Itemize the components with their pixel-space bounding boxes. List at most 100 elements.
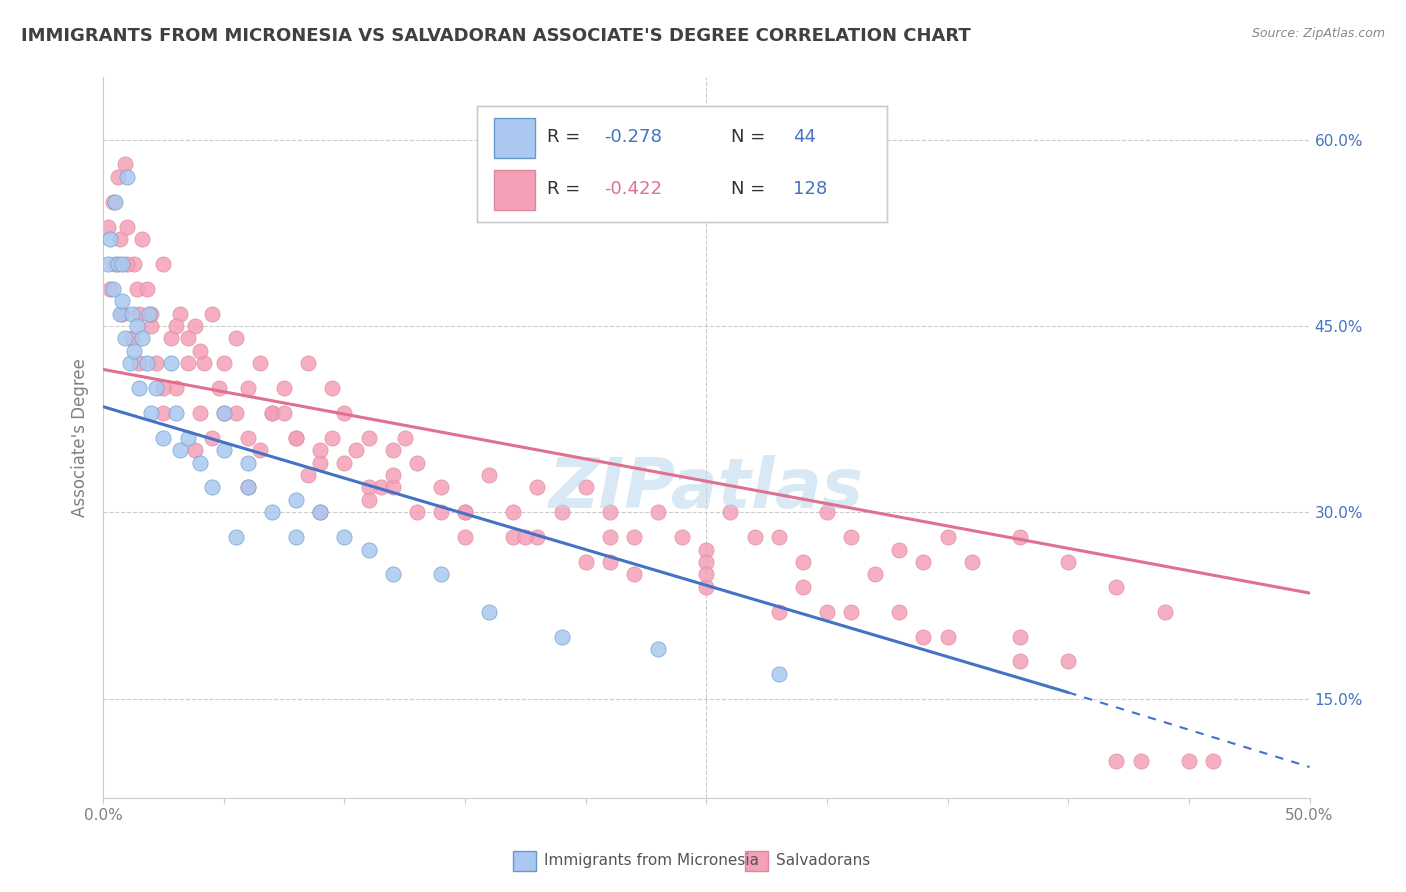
- Point: [141, 318, 163, 333]
- Point: [97, 257, 120, 271]
- Point: [165, 381, 187, 395]
- Point: [111, 306, 134, 320]
- Point: [188, 456, 211, 470]
- Point: [260, 406, 283, 420]
- Point: [1008, 630, 1031, 644]
- Point: [225, 331, 247, 345]
- Point: [1153, 605, 1175, 619]
- Point: [208, 381, 231, 395]
- Point: [575, 555, 598, 569]
- Point: [912, 630, 935, 644]
- Point: [357, 542, 380, 557]
- Point: [321, 381, 343, 395]
- Point: [121, 306, 143, 320]
- Point: [912, 555, 935, 569]
- Point: [201, 431, 224, 445]
- Point: [125, 318, 148, 333]
- Point: [720, 505, 742, 519]
- Point: [176, 331, 198, 345]
- Point: [333, 456, 356, 470]
- Point: [138, 306, 160, 320]
- Point: [152, 381, 174, 395]
- Point: [159, 331, 181, 345]
- Point: [188, 343, 211, 358]
- Point: [405, 505, 427, 519]
- Text: Source: ZipAtlas.com: Source: ZipAtlas.com: [1251, 27, 1385, 40]
- Point: [1178, 754, 1201, 768]
- Point: [285, 492, 308, 507]
- Point: [695, 542, 717, 557]
- Point: [695, 555, 717, 569]
- Point: [249, 356, 271, 370]
- Text: Salvadorans: Salvadorans: [776, 854, 870, 868]
- Point: [249, 443, 271, 458]
- Point: [309, 443, 332, 458]
- Point: [128, 381, 150, 395]
- Point: [526, 530, 548, 544]
- Point: [141, 306, 163, 320]
- Point: [285, 530, 308, 544]
- Point: [117, 169, 139, 184]
- Point: [107, 169, 129, 184]
- Point: [575, 480, 598, 494]
- Point: [124, 257, 146, 271]
- Point: [117, 257, 139, 271]
- Point: [165, 318, 187, 333]
- Point: [131, 232, 153, 246]
- Point: [309, 505, 332, 519]
- Point: [502, 530, 524, 544]
- Point: [550, 630, 572, 644]
- Text: ZIPatlas: ZIPatlas: [548, 455, 863, 522]
- Point: [430, 567, 453, 582]
- Point: [357, 431, 380, 445]
- Point: [212, 443, 235, 458]
- Point: [297, 356, 319, 370]
- Point: [599, 530, 621, 544]
- Point: [394, 431, 416, 445]
- Point: [346, 443, 368, 458]
- Point: [97, 219, 120, 234]
- Point: [792, 580, 814, 594]
- Point: [381, 443, 404, 458]
- Point: [695, 567, 717, 582]
- Point: [176, 431, 198, 445]
- Point: [526, 480, 548, 494]
- Point: [193, 356, 215, 370]
- Point: [815, 605, 838, 619]
- Point: [201, 306, 224, 320]
- Point: [145, 381, 167, 395]
- Point: [889, 542, 911, 557]
- Point: [165, 406, 187, 420]
- Point: [273, 406, 295, 420]
- Point: [936, 630, 959, 644]
- Point: [768, 530, 790, 544]
- Y-axis label: Associate's Degree: Associate's Degree: [72, 359, 89, 517]
- Point: [236, 480, 259, 494]
- Point: [381, 567, 404, 582]
- Point: [135, 282, 157, 296]
- Point: [236, 431, 259, 445]
- Point: [381, 480, 404, 494]
- Point: [321, 431, 343, 445]
- Point: [370, 480, 392, 494]
- Point: [212, 406, 235, 420]
- Point: [107, 257, 129, 271]
- Point: [101, 282, 124, 296]
- Point: [863, 567, 886, 582]
- Point: [141, 406, 163, 420]
- Point: [297, 468, 319, 483]
- Text: IMMIGRANTS FROM MICRONESIA VS SALVADORAN ASSOCIATE'S DEGREE CORRELATION CHART: IMMIGRANTS FROM MICRONESIA VS SALVADORAN…: [21, 27, 970, 45]
- Point: [169, 443, 191, 458]
- Point: [108, 232, 131, 246]
- Point: [671, 530, 693, 544]
- Point: [1202, 754, 1225, 768]
- Point: [124, 343, 146, 358]
- Point: [454, 505, 477, 519]
- Point: [1129, 754, 1152, 768]
- Point: [430, 505, 453, 519]
- Point: [260, 406, 283, 420]
- Point: [152, 431, 174, 445]
- Point: [135, 356, 157, 370]
- Point: [623, 530, 645, 544]
- Point: [236, 480, 259, 494]
